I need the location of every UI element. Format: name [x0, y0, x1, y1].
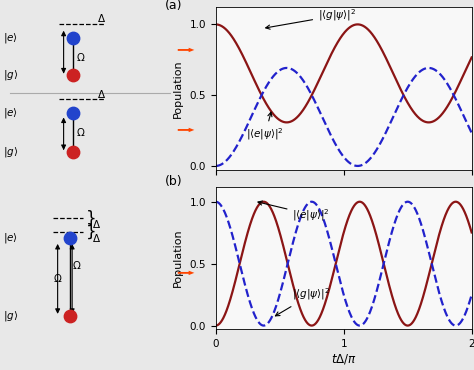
Point: [69, 149, 77, 155]
Point: [69, 35, 77, 41]
Text: $|e\rangle$: $|e\rangle$: [3, 232, 18, 245]
Text: $|\langle e|\psi\rangle|^2$: $|\langle e|\psi\rangle|^2$: [246, 112, 284, 142]
Point: [69, 110, 77, 116]
Point: [69, 73, 77, 78]
Text: $\}$: $\}$: [85, 222, 95, 241]
Text: $|\langle e|\psi\rangle|^2$: $|\langle e|\psi\rangle|^2$: [258, 201, 330, 223]
Text: $\Delta$: $\Delta$: [92, 218, 101, 230]
Text: $|g\rangle$: $|g\rangle$: [3, 309, 18, 323]
Text: $\Omega$: $\Omega$: [53, 272, 62, 284]
Text: $\}$: $\}$: [85, 208, 95, 228]
Text: $|\langle g|\psi\rangle|^2$: $|\langle g|\psi\rangle|^2$: [266, 7, 356, 29]
Text: $\Delta$: $\Delta$: [92, 232, 101, 243]
Text: (a): (a): [164, 0, 182, 12]
Text: (b): (b): [164, 175, 182, 188]
Point: [66, 235, 73, 241]
Text: $|e\rangle$: $|e\rangle$: [3, 106, 18, 120]
Text: $\Delta$: $\Delta$: [97, 13, 106, 24]
Text: $\Omega$: $\Omega$: [72, 259, 82, 270]
Y-axis label: Population: Population: [173, 229, 182, 287]
Text: $|e\rangle$: $|e\rangle$: [3, 31, 18, 45]
Text: $\Delta$: $\Delta$: [97, 88, 106, 100]
Y-axis label: Population: Population: [173, 60, 182, 118]
Point: [66, 313, 73, 319]
Text: $\Omega$: $\Omega$: [76, 127, 86, 138]
Text: $|g\rangle$: $|g\rangle$: [3, 145, 18, 159]
Text: $|\langle g|\psi\rangle|^2$: $|\langle g|\psi\rangle|^2$: [275, 287, 330, 316]
X-axis label: $t\Delta/\pi$: $t\Delta/\pi$: [331, 352, 356, 366]
Text: $\Omega$: $\Omega$: [76, 51, 86, 63]
Text: $|g\rangle$: $|g\rangle$: [3, 68, 18, 83]
